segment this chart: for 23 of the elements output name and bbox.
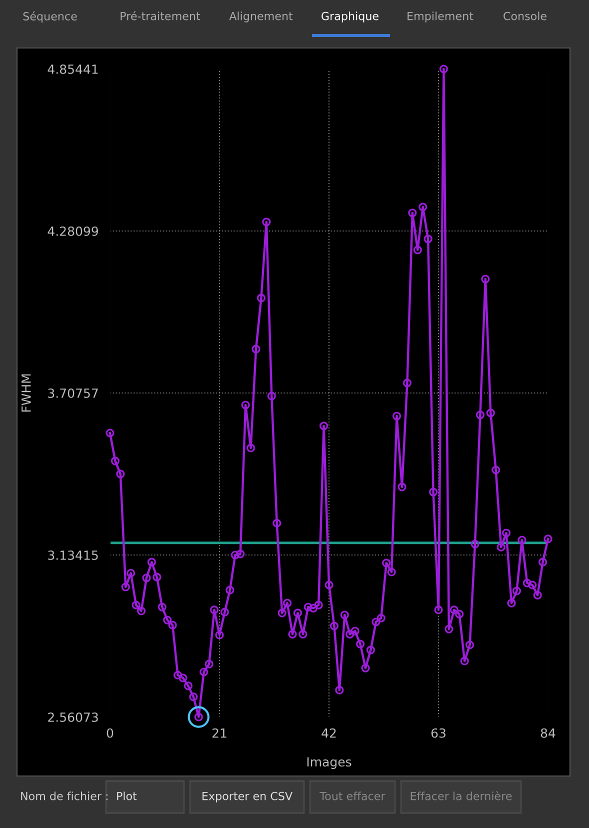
x-axis-title: Images: [307, 757, 352, 769]
x-tick-label: 84: [540, 728, 556, 738]
y-tick-label: 2.56073: [48, 712, 98, 722]
x-tick-label: 42: [322, 728, 336, 738]
text: Console: [504, 12, 546, 20]
y-tick-label: 4.28099: [48, 226, 98, 236]
text: Nom de fichier :: [21, 792, 108, 800]
text: Empilement: [408, 12, 474, 22]
text: Séquence: [23, 11, 77, 23]
text: Alignement: [229, 12, 293, 22]
text: Graphique: [322, 12, 378, 22]
y-tick-label: 4.85441: [48, 64, 98, 74]
text: Exporter en CSV: [202, 792, 292, 802]
x-tick-label: 21: [212, 728, 226, 738]
text: Effacer la dernière: [410, 791, 512, 800]
text: Tout effacer: [320, 792, 386, 800]
x-tick-label: 0: [106, 728, 114, 738]
y-tick-label: 3.70757: [48, 388, 98, 398]
text: Pré-traitement: [120, 11, 200, 20]
x-tick-label: 63: [431, 728, 446, 738]
y-tick-label: 3.13415: [48, 550, 98, 560]
y-axis-title: FWHM: [22, 374, 31, 412]
text: Plot: [117, 792, 137, 800]
